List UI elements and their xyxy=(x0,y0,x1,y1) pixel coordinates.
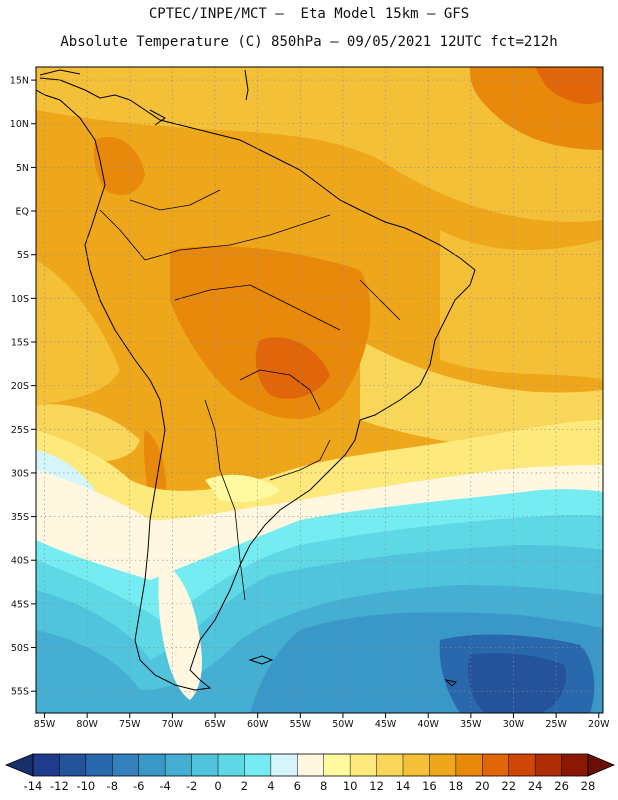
colorbar-tick-label: -2 xyxy=(186,779,197,793)
colorbar-swatch xyxy=(138,754,166,776)
colorbar-tick-label: -14 xyxy=(24,779,43,793)
colorbar-over-triangle xyxy=(587,753,616,777)
colorbar-swatch xyxy=(165,754,192,776)
temperature-field xyxy=(36,67,603,713)
lat-tick-label: EQ xyxy=(16,207,29,218)
lon-tick-label: 65W xyxy=(204,719,226,730)
lat-tick-label: 55S xyxy=(11,687,29,698)
colorbar-swatch xyxy=(270,754,298,776)
map-frame xyxy=(35,66,604,714)
colorbar-swatch xyxy=(561,754,589,776)
colorbar-tick-label: 6 xyxy=(294,779,301,793)
coastline xyxy=(36,69,476,691)
graticule xyxy=(36,67,603,713)
axes: 85W 80W 75W 70W 65W 60W 55W 50W 45W 40W 35W 30W 25W 2… xyxy=(10,76,610,730)
colorbar-swatch xyxy=(535,754,562,776)
colorbar-swatch xyxy=(244,754,272,776)
colorbar-tick-label: 14 xyxy=(396,779,411,793)
lat-tick-label: 25S xyxy=(11,425,29,436)
lat-tick-label: 50S xyxy=(11,643,29,654)
lat-tick-label: 5S xyxy=(17,250,29,261)
colorbar-tick-label: 20 xyxy=(475,779,490,793)
lon-tick-label: 50W xyxy=(332,719,354,730)
lon-tick-label: 45W xyxy=(375,719,397,730)
lat-tick-label: 45S xyxy=(11,599,29,610)
colorbar-tick-label: 26 xyxy=(554,779,569,793)
lat-tick-label: 15N xyxy=(10,76,29,87)
lat-tick-label: 15S xyxy=(11,337,29,348)
colorbar-swatch xyxy=(323,754,351,776)
colorbar-tick-label: 16 xyxy=(422,779,437,793)
lon-tick-label: 35W xyxy=(460,719,482,730)
colorbar-tick-label: 24 xyxy=(528,779,543,793)
lat-tick-label: 40S xyxy=(11,556,29,567)
colorbar-tick-label: 2 xyxy=(241,779,248,793)
colorbar-swatch xyxy=(508,754,536,776)
colorbar-swatch xyxy=(350,754,377,776)
colorbar: -14 -12 -10 -8 -6 -4 -2 0 2 4 6 8 10 12 14 16 18 20 22 24 26… xyxy=(4,753,616,793)
colorbar-tick-label: 0 xyxy=(214,779,221,793)
colorbar-tick-label: 18 xyxy=(449,779,464,793)
colorbar-swatch xyxy=(403,754,430,776)
lat-tick-label: 30S xyxy=(11,468,29,479)
colorbar-swatch xyxy=(429,754,457,776)
colorbar-swatch xyxy=(85,754,113,776)
colorbar-swatch xyxy=(376,754,404,776)
colorbar-tick-label: 4 xyxy=(267,779,274,793)
colorbar-swatch xyxy=(297,754,325,776)
lon-tick-label: 40W xyxy=(417,719,439,730)
lat-tick-label: 20S xyxy=(11,381,29,392)
colorbar-swatch xyxy=(482,754,510,776)
chart-title-line-2: Absolute Temperature (C) 850hPa – 09/05/… xyxy=(60,34,558,50)
lon-tick-label: 80W xyxy=(76,719,98,730)
colorbar-tick-label: 10 xyxy=(343,779,358,793)
country-borders xyxy=(99,189,401,601)
lon-tick-label: 20W xyxy=(588,719,610,730)
colorbar-tick-label: 8 xyxy=(320,779,327,793)
lat-tick-label: 10N xyxy=(10,119,29,130)
colorbar-tick-label: -12 xyxy=(50,779,69,793)
colorbar-tick-label: -10 xyxy=(76,779,95,793)
colorbar-swatch xyxy=(59,754,87,776)
colorbar-swatch xyxy=(33,754,60,776)
colorbar-tick-label: -8 xyxy=(107,779,118,793)
colorbar-swatch xyxy=(455,754,483,776)
colorbar-tick-label: 12 xyxy=(369,779,384,793)
lat-tick-label: 10S xyxy=(11,294,29,305)
lon-tick-label: 70W xyxy=(162,719,184,730)
lon-tick-label: 85W xyxy=(34,719,56,730)
lon-tick-label: 55W xyxy=(290,719,312,730)
lon-tick-label: 30W xyxy=(503,719,525,730)
colorbar-tick-label: 22 xyxy=(501,779,516,793)
colorbar-swatch xyxy=(112,754,140,776)
colorbar-tick-label: -4 xyxy=(159,779,170,793)
chart-title-line-1: CPTEC/INPE/MCT – Eta Model 15km – GFS xyxy=(148,6,470,22)
lon-tick-label: 60W xyxy=(247,719,269,730)
lon-tick-label: 75W xyxy=(119,719,141,730)
colorbar-under-triangle xyxy=(4,753,34,777)
colorbar-tick-label: 28 xyxy=(581,779,596,793)
lat-tick-label: 35S xyxy=(11,512,29,523)
colorbar-swatch xyxy=(191,754,219,776)
lon-tick-label: 25W xyxy=(545,719,567,730)
lat-tick-label: 5N xyxy=(16,163,29,174)
colorbar-swatch xyxy=(218,754,245,776)
colorbar-tick-label: -6 xyxy=(133,779,144,793)
